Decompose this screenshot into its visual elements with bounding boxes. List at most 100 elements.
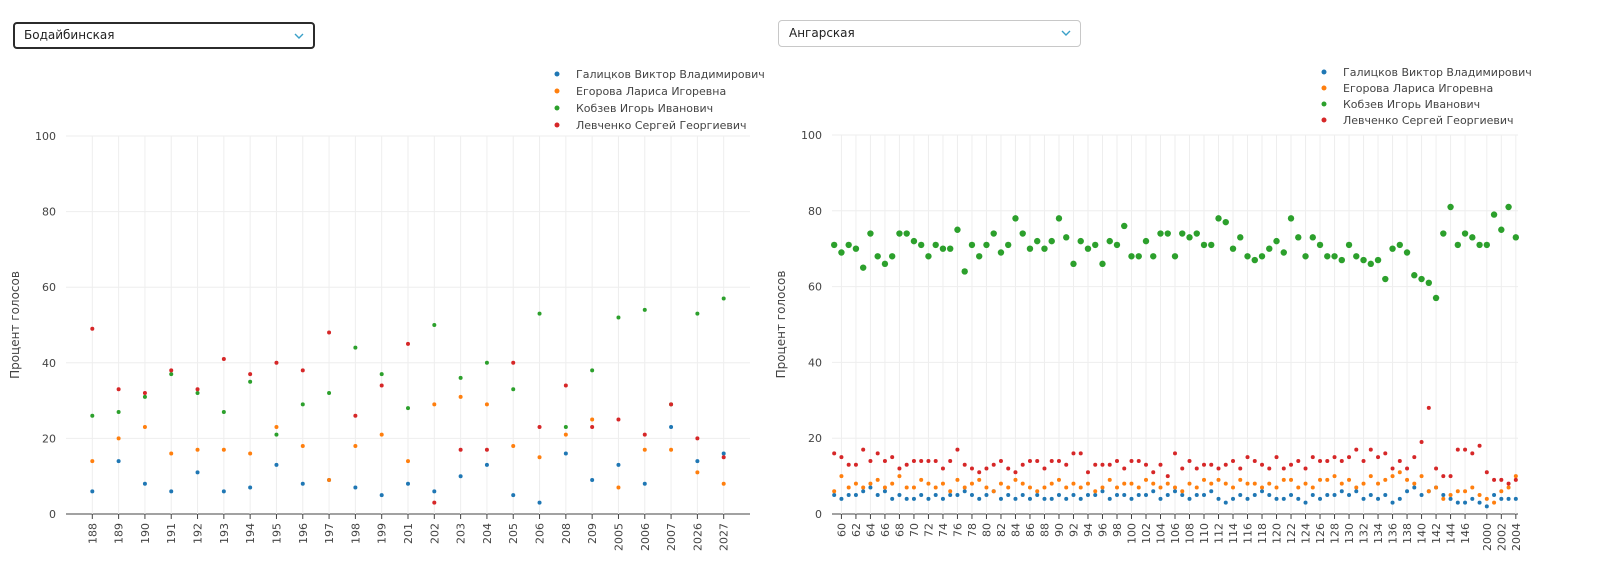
- data-point-kobzev[interactable]: [932, 241, 939, 249]
- data-point-galitskov[interactable]: [1368, 493, 1373, 498]
- data-point-egorova[interactable]: [1267, 481, 1272, 486]
- data-point-levchenko[interactable]: [406, 341, 410, 346]
- data-point-levchenko[interactable]: [1143, 462, 1148, 467]
- data-point-galitskov[interactable]: [1361, 496, 1366, 501]
- data-point-kobzev[interactable]: [1157, 230, 1164, 237]
- data-point-levchenko[interactable]: [1339, 458, 1344, 463]
- data-point-galitskov[interactable]: [1173, 489, 1177, 494]
- data-point-egorova[interactable]: [1281, 477, 1286, 482]
- data-point-egorova[interactable]: [327, 477, 332, 482]
- data-point-levchenko[interactable]: [1397, 458, 1402, 463]
- data-point-kobzev[interactable]: [830, 241, 838, 249]
- data-point-kobzev[interactable]: [954, 226, 961, 233]
- data-point-egorova[interactable]: [926, 481, 931, 486]
- data-point-egorova[interactable]: [897, 474, 902, 479]
- data-point-galitskov[interactable]: [563, 451, 568, 456]
- data-point-galitskov[interactable]: [1187, 496, 1192, 501]
- data-point-egorova[interactable]: [1383, 477, 1388, 482]
- legend-label-kobzev[interactable]: Кобзев Игорь Иванович: [1343, 98, 1480, 111]
- data-point-kobzev[interactable]: [1396, 241, 1403, 249]
- data-point-levchenko[interactable]: [1368, 447, 1373, 452]
- data-point-egorova[interactable]: [1231, 485, 1236, 490]
- data-point-kobzev[interactable]: [1367, 260, 1374, 268]
- legend-label-egorova[interactable]: Егорова Лариса Игоревна: [576, 85, 726, 98]
- data-point-egorova[interactable]: [300, 443, 305, 448]
- data-point-kobzev[interactable]: [1222, 218, 1229, 226]
- data-point-egorova[interactable]: [1361, 481, 1366, 486]
- data-point-kobzev[interactable]: [1026, 245, 1034, 252]
- data-point-levchenko[interactable]: [221, 357, 226, 362]
- data-point-levchenko[interactable]: [537, 425, 542, 430]
- data-point-egorova[interactable]: [1129, 481, 1134, 486]
- data-point-levchenko[interactable]: [1085, 470, 1090, 475]
- data-point-galitskov[interactable]: [904, 496, 909, 501]
- data-point-levchenko[interactable]: [948, 458, 953, 463]
- data-point-galitskov[interactable]: [1078, 496, 1083, 501]
- legend-marker-kobzev[interactable]: [1321, 101, 1327, 107]
- data-point-kobzev[interactable]: [1012, 215, 1019, 222]
- data-point-galitskov[interactable]: [616, 462, 621, 467]
- data-point-galitskov[interactable]: [977, 496, 982, 501]
- data-point-galitskov[interactable]: [1506, 496, 1511, 501]
- data-point-galitskov[interactable]: [142, 481, 147, 486]
- data-point-egorova[interactable]: [1006, 485, 1011, 490]
- data-point-egorova[interactable]: [142, 425, 147, 430]
- data-point-levchenko[interactable]: [1448, 474, 1453, 479]
- data-point-galitskov[interactable]: [1470, 496, 1475, 501]
- data-point-kobzev[interactable]: [1447, 203, 1454, 211]
- data-point-levchenko[interactable]: [1434, 466, 1439, 471]
- data-point-kobzev[interactable]: [939, 245, 947, 252]
- data-point-levchenko[interactable]: [1506, 481, 1511, 486]
- data-point-egorova[interactable]: [969, 481, 974, 486]
- legend-label-levchenko[interactable]: Левченко Сергей Георгиевич: [576, 119, 747, 132]
- data-point-kobzev[interactable]: [1113, 241, 1121, 249]
- data-point-galitskov[interactable]: [1035, 493, 1040, 498]
- data-point-egorova[interactable]: [1310, 485, 1315, 490]
- data-point-levchenko[interactable]: [1296, 458, 1301, 463]
- data-point-levchenko[interactable]: [248, 372, 253, 377]
- data-point-levchenko[interactable]: [868, 458, 873, 463]
- data-point-kobzev[interactable]: [1237, 234, 1244, 241]
- data-point-galitskov[interactable]: [116, 459, 121, 464]
- data-point-egorova[interactable]: [846, 485, 851, 490]
- data-point-egorova[interactable]: [695, 470, 700, 475]
- data-point-egorova[interactable]: [116, 436, 121, 441]
- data-point-levchenko[interactable]: [1470, 451, 1475, 456]
- data-point-kobzev[interactable]: [997, 249, 1005, 256]
- data-point-galitskov[interactable]: [1143, 493, 1148, 498]
- data-point-levchenko[interactable]: [1390, 466, 1395, 471]
- data-point-kobzev[interactable]: [1353, 253, 1360, 260]
- data-point-levchenko[interactable]: [1412, 455, 1417, 460]
- data-point-egorova[interactable]: [948, 489, 953, 494]
- data-point-galitskov[interactable]: [1042, 496, 1047, 501]
- data-point-levchenko[interactable]: [1056, 458, 1061, 463]
- data-point-levchenko[interactable]: [1281, 466, 1286, 471]
- data-point-galitskov[interactable]: [1202, 493, 1207, 498]
- data-point-levchenko[interactable]: [977, 470, 982, 475]
- data-point-galitskov[interactable]: [1267, 493, 1272, 498]
- data-point-galitskov[interactable]: [1405, 489, 1410, 494]
- data-point-kobzev[interactable]: [925, 253, 932, 260]
- data-point-kobzev[interactable]: [379, 372, 384, 377]
- data-point-kobzev[interactable]: [406, 406, 410, 411]
- data-point-galitskov[interactable]: [861, 489, 866, 494]
- data-point-kobzev[interactable]: [1142, 237, 1150, 245]
- data-point-egorova[interactable]: [919, 477, 924, 482]
- data-point-galitskov[interactable]: [695, 459, 700, 464]
- data-point-egorova[interactable]: [1318, 477, 1323, 482]
- data-point-kobzev[interactable]: [1469, 234, 1476, 241]
- data-point-levchenko[interactable]: [1078, 451, 1083, 456]
- data-point-levchenko[interactable]: [1180, 466, 1185, 471]
- data-point-galitskov[interactable]: [484, 462, 489, 467]
- data-point-levchenko[interactable]: [911, 458, 916, 463]
- data-point-galitskov[interactable]: [169, 489, 174, 494]
- data-point-galitskov[interactable]: [1289, 493, 1294, 498]
- data-point-levchenko[interactable]: [1238, 466, 1243, 471]
- data-point-kobzev[interactable]: [1099, 260, 1106, 268]
- data-point-levchenko[interactable]: [1463, 447, 1468, 452]
- data-point-kobzev[interactable]: [1215, 215, 1222, 222]
- data-point-levchenko[interactable]: [1100, 462, 1105, 467]
- data-point-galitskov[interactable]: [1303, 500, 1308, 505]
- data-point-kobzev[interactable]: [1411, 272, 1418, 279]
- data-point-kobzev[interactable]: [867, 230, 874, 237]
